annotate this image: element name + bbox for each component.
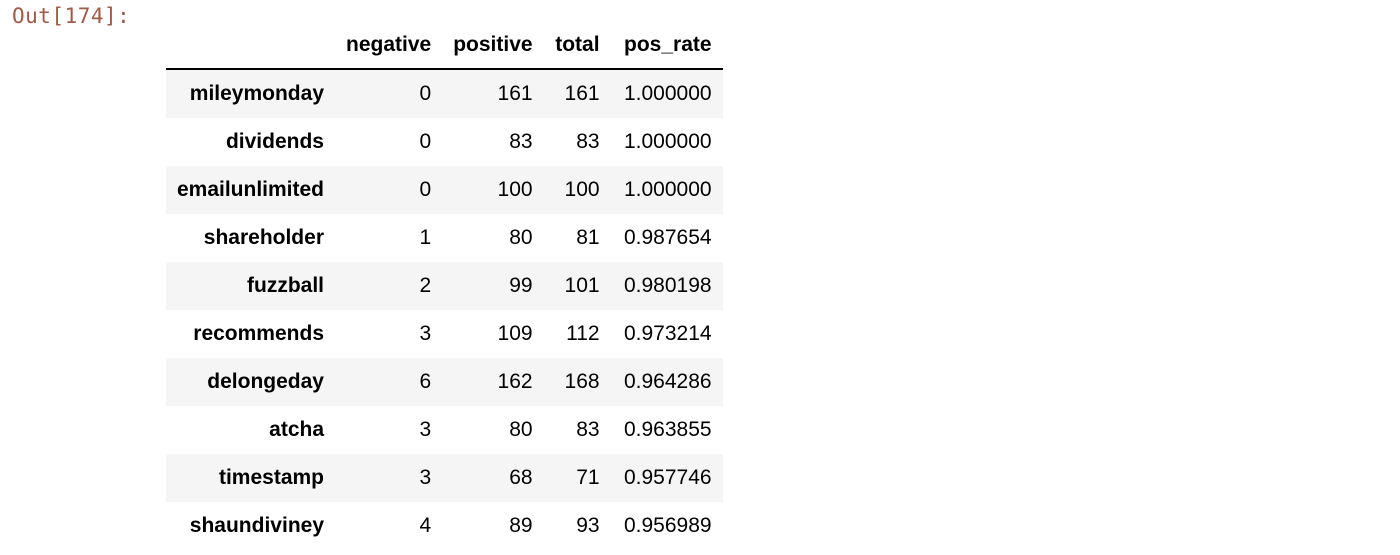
cell-total: 93 (576, 514, 600, 537)
column-header-negative: negative (335, 22, 443, 70)
table-row: recommends 3 109 112 0.973214 (166, 310, 723, 358)
cell-negative: 3 (419, 418, 432, 441)
cell-positive: 161 (497, 82, 533, 105)
cell-negative: 0 (419, 82, 432, 105)
cell-pos-rate: 0.963855 (623, 418, 712, 441)
cell-pos-rate: 0.987654 (623, 226, 712, 249)
row-index: atcha (269, 418, 324, 441)
cell-pos-rate: 1.000000 (623, 178, 712, 201)
row-index: timestamp (218, 466, 324, 489)
row-index: recommends (193, 322, 324, 345)
column-header-pos-rate: pos_rate (610, 22, 723, 70)
cell-positive: 80 (509, 226, 533, 249)
cell-positive: 80 (509, 418, 533, 441)
cell-pos-rate: 0.980198 (623, 274, 712, 297)
cell-pos-rate: 0.956989 (623, 514, 712, 537)
cell-total: 112 (566, 322, 600, 345)
cell-positive: 83 (509, 130, 533, 153)
cell-pos-rate: 0.973214 (623, 322, 712, 345)
cell-positive: 162 (497, 370, 533, 393)
row-index: delongeday (207, 370, 324, 393)
cell-negative: 2 (419, 274, 432, 297)
cell-positive: 68 (509, 466, 533, 489)
table-row: shareholder 1 80 81 0.987654 (166, 214, 723, 262)
row-index: shareholder (203, 226, 324, 249)
row-index: dividends (225, 130, 324, 153)
cell-negative: 3 (419, 322, 432, 345)
cell-positive: 89 (509, 514, 533, 537)
cell-total: 161 (564, 82, 600, 105)
cell-total: 168 (564, 370, 600, 393)
cell-negative: 3 (419, 466, 432, 489)
cell-total: 71 (576, 466, 600, 489)
cell-negative: 4 (419, 514, 432, 537)
table-body: mileymonday 0 161 161 1.000000 dividends… (166, 69, 723, 550)
dataframe-table: negative positive total pos_rate mileymo… (166, 22, 723, 550)
column-header-total: total (543, 22, 611, 70)
row-index: mileymonday (189, 82, 324, 105)
cell-pos-rate: 1.000000 (623, 130, 712, 153)
cell-negative: 0 (419, 178, 432, 201)
cell-total: 83 (576, 130, 600, 153)
table-row: fuzzball 2 99 101 0.980198 (166, 262, 723, 310)
cell-positive: 109 (497, 322, 533, 345)
cell-negative: 1 (419, 226, 432, 249)
header-row: negative positive total pos_rate (166, 22, 723, 70)
cell-negative: 6 (419, 370, 432, 393)
cell-total: 100 (564, 178, 600, 201)
cell-negative: 0 (419, 130, 432, 153)
table-row: atcha 3 80 83 0.963855 (166, 406, 723, 454)
cell-total: 101 (564, 274, 600, 297)
cell-pos-rate: 1.000000 (623, 82, 712, 105)
row-index: fuzzball (247, 274, 324, 297)
table-row: shaundiviney 4 89 93 0.956989 (166, 502, 723, 550)
cell-total: 81 (576, 226, 600, 249)
row-index: emailunlimited (176, 178, 324, 201)
column-header-positive: positive (442, 22, 544, 70)
cell-positive: 100 (497, 178, 533, 201)
output-prompt: Out[174]: (12, 4, 131, 28)
table-row: timestamp 3 68 71 0.957746 (166, 454, 723, 502)
table-row: mileymonday 0 161 161 1.000000 (166, 69, 723, 118)
index-header (166, 22, 335, 70)
cell-positive: 99 (509, 274, 533, 297)
cell-pos-rate: 0.957746 (623, 466, 712, 489)
table-row: delongeday 6 162 168 0.964286 (166, 358, 723, 406)
table-header: negative positive total pos_rate (166, 22, 723, 70)
cell-pos-rate: 0.964286 (623, 370, 712, 393)
table-row: emailunlimited 0 100 100 1.000000 (166, 166, 723, 214)
table-row: dividends 0 83 83 1.000000 (166, 118, 723, 166)
row-index: shaundiviney (189, 514, 324, 537)
cell-total: 83 (576, 418, 600, 441)
